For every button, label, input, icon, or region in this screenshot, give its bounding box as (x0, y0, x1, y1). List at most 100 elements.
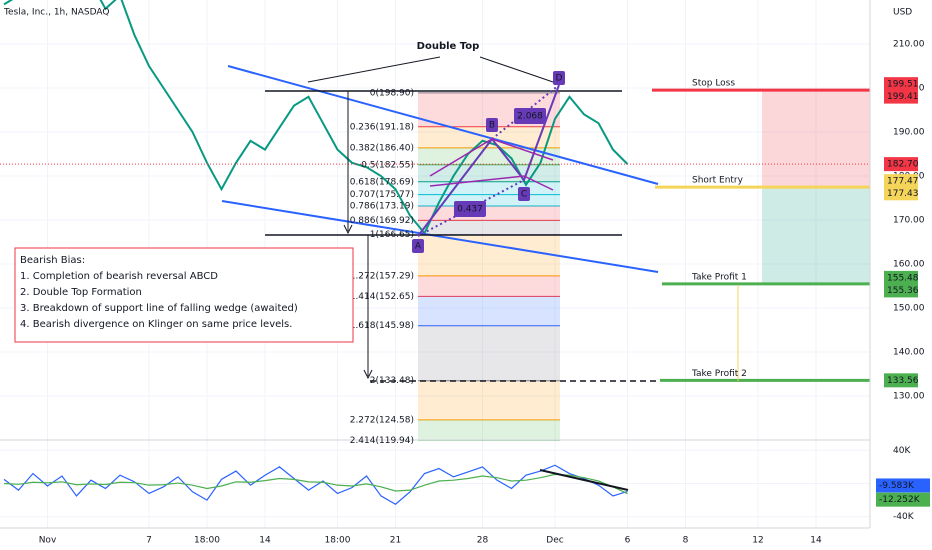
bias-line: 2. Double Top Formation (20, 287, 142, 298)
x-tick-label: 18:00 (194, 536, 220, 546)
price-badge-label: 177.47 (887, 177, 919, 187)
current-price-label: 182.70 (887, 160, 919, 170)
klinger-badge (876, 478, 930, 493)
point-marker (518, 187, 530, 201)
x-tick-label: 12 (752, 536, 763, 546)
wedge-bottom (221, 200, 659, 273)
level-label: Take Profit 2 (691, 369, 747, 379)
x-tick-label: 8 (683, 536, 689, 546)
fib-band (418, 234, 560, 276)
price-badge-label: 177.43 (887, 189, 919, 199)
abcd-pattern (417, 84, 560, 237)
price-badge (884, 174, 918, 189)
fib-band (418, 325, 560, 381)
x-tick-label: 14 (810, 536, 822, 546)
ratio-label: 0.437 (457, 205, 483, 215)
fib-label: 0.786(173.19) (350, 201, 414, 211)
bias-title: Bearish Bias: (20, 255, 85, 266)
x-tick-label: 6 (625, 536, 631, 546)
point-marker (553, 71, 565, 85)
arrow (363, 369, 373, 380)
y-tick-label: 140.00 (893, 348, 925, 358)
fib-label: 2.414(119.94) (350, 436, 414, 446)
fib-label: 0.236(191.18) (350, 122, 414, 132)
fib-label: 0.5(182.55) (361, 160, 414, 170)
fib-band (418, 275, 560, 297)
bias-text: Bearish Bias: 1. Completion of bearish re… (20, 255, 298, 330)
point-label: B (489, 121, 495, 131)
fib-band (418, 147, 560, 165)
point-label: A (415, 242, 422, 252)
fib-label: 0.707(175.77) (350, 190, 414, 200)
price-badge-label: 199.41 (887, 92, 919, 102)
level-label: Stop Loss (692, 79, 735, 89)
fib-label: 1.272(157.29) (350, 271, 414, 281)
wedge-inner (429, 138, 554, 191)
currency: USD (893, 8, 912, 18)
klinger-tick-label: 40K (893, 446, 911, 456)
y-tick-label: 210.00 (893, 40, 925, 50)
reward-zone (762, 187, 870, 284)
price-badge (884, 270, 918, 285)
y-tick-label: 160.00 (893, 260, 925, 270)
fib-label: 0(198.90) (370, 88, 414, 98)
bias-line: 4. Bearish divergence on Klinger on same… (20, 319, 292, 330)
x-tick-label: 7 (146, 536, 152, 546)
bias-line: 3. Breakdown of support line of falling … (20, 303, 298, 314)
fib-label: 2(133.48) (370, 376, 414, 386)
klinger-line (3, 473, 628, 495)
fib-band (418, 194, 560, 206)
klinger-badge-label: -12.252K (879, 495, 921, 505)
price-badge-label: 133.56 (887, 376, 919, 386)
x-tick-label: 18:00 (325, 536, 351, 546)
point-marker (412, 239, 424, 253)
y-tick-label: 130.00 (893, 392, 925, 402)
fib-band (418, 419, 560, 441)
klinger-line (3, 464, 628, 505)
klinger-tick-label: -40K (893, 512, 915, 522)
wedge-top (227, 65, 659, 185)
price-badge (884, 373, 918, 388)
y-tick-label: 190.00 (893, 128, 925, 138)
x-tick-label: Dec (546, 536, 563, 546)
drawings (0, 0, 871, 529)
level-label: Short Entry (692, 176, 744, 186)
abcd-diagonals (417, 84, 560, 237)
price-badge (884, 283, 918, 298)
fib-label: 0.618(178.69) (350, 177, 414, 187)
price-badge-label: 155.36 (887, 286, 919, 296)
double-top-arrows (307, 56, 554, 83)
price-badge (884, 186, 918, 201)
risk-zone (762, 90, 870, 188)
price-badge (884, 77, 918, 92)
price-badge-label: 199.51 (887, 80, 919, 90)
point-marker (486, 118, 498, 132)
level-label: Take Profit 1 (691, 272, 747, 282)
double-top-label: Double Top (417, 41, 480, 52)
bias-box (14, 247, 354, 343)
chart-title: Tesla, Inc., 1h, NASDAQ (3, 8, 109, 18)
fib-label: 1.414(152.65) (350, 292, 414, 302)
fib-band (418, 380, 560, 420)
fib-label: 2.272(124.58) (350, 415, 414, 425)
arrow (343, 224, 353, 235)
x-tick-label: 28 (477, 536, 489, 546)
ratio-box (514, 108, 546, 124)
y-tick-label: 170.00 (893, 216, 925, 226)
fib-label: 1.618(145.98) (350, 321, 414, 331)
price-badge (884, 89, 918, 104)
klinger-divergence (539, 469, 629, 491)
current-price-badge (884, 157, 918, 172)
x-tick-label: 21 (390, 536, 401, 546)
bias-line: 1. Completion of bearish reversal ABCD (20, 271, 218, 282)
klinger-badge (876, 492, 930, 507)
fib-label: 0.886(169.92) (350, 216, 414, 226)
y-tick-label: 150.00 (893, 304, 925, 314)
klinger-badge-label: -9.583K (879, 481, 915, 491)
point-label: C (521, 190, 527, 200)
ratio-box (454, 201, 486, 217)
x-tick-label: 14 (259, 536, 271, 546)
ratio-label: 2.068 (517, 112, 543, 122)
fib-label: 0.382(186.40) (350, 143, 414, 153)
fib-label: 1(166.65) (370, 230, 414, 240)
